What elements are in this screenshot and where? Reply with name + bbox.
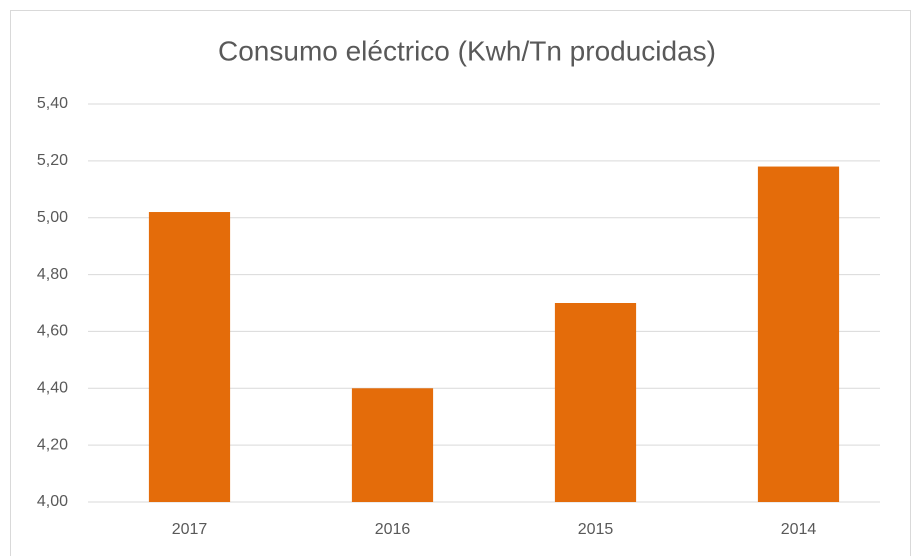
y-tick-label: 5,40 (37, 95, 68, 112)
bar (554, 303, 637, 502)
x-tick-label: 2016 (375, 521, 411, 538)
bar (148, 212, 231, 502)
chart-title: Consumo eléctrico (Kwh/Tn producidas) (218, 35, 716, 66)
y-tick-label: 4,60 (37, 323, 68, 340)
y-tick-label: 4,00 (37, 493, 68, 510)
x-tick-label: 2015 (578, 521, 614, 538)
x-tick-label: 2017 (172, 521, 208, 538)
bar (757, 166, 840, 503)
y-tick-label: 4,40 (37, 380, 68, 397)
x-tick-label: 2014 (781, 521, 817, 538)
y-tick-label: 4,20 (37, 436, 68, 453)
y-tick-label: 4,80 (37, 266, 68, 283)
bar (351, 388, 434, 502)
y-tick-label: 5,00 (37, 209, 68, 226)
y-tick-label: 5,20 (37, 152, 68, 169)
